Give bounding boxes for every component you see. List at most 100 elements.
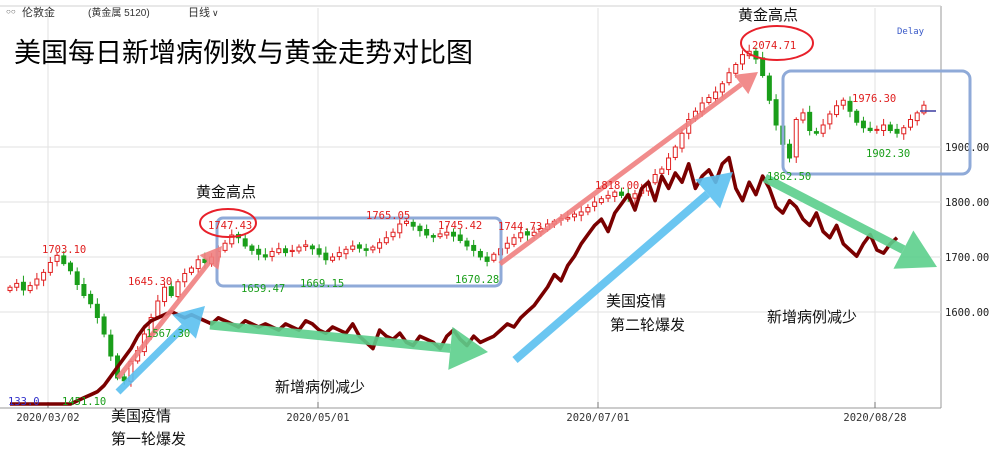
candle-body (222, 242, 228, 251)
candle-body (256, 248, 262, 255)
callout-text: 第二轮爆发 (610, 316, 685, 334)
candle-body (303, 244, 309, 248)
candle-body (390, 231, 396, 238)
callout-text: 黄金高点 (738, 7, 798, 24)
data-label: 133.0 (8, 396, 40, 408)
candle-body (787, 143, 793, 159)
data-label: 1976.30 (852, 93, 896, 105)
trend-arrow (115, 324, 187, 395)
candle-body (54, 254, 60, 262)
candle-body (262, 254, 268, 258)
candle-body (430, 235, 436, 238)
candle-body (101, 316, 107, 335)
candle-body (632, 193, 638, 199)
candle-body (713, 91, 719, 100)
candle-body (827, 113, 833, 125)
candle-body (424, 229, 430, 236)
candle-body (800, 112, 806, 121)
candle-body (914, 112, 920, 122)
x-tick-label: 2020/08/28 (843, 412, 906, 424)
candle-body (867, 127, 873, 132)
y-tick-label: 1900.00 (945, 142, 989, 154)
highlight-circle (199, 208, 257, 238)
callout-text: 美国疫情 (111, 408, 171, 425)
candle-body (323, 252, 329, 261)
candle-body (27, 285, 33, 292)
candle-body (276, 248, 282, 254)
chevron-down-icon[interactable]: ∨ (212, 8, 219, 18)
candle-body (834, 105, 840, 116)
candle-body (356, 244, 362, 249)
candle-body (182, 273, 188, 283)
candle-body (578, 211, 584, 216)
x-tick-label: 2020/07/01 (566, 412, 629, 424)
candle-body (94, 303, 100, 318)
trend-arrow (512, 190, 711, 364)
data-label: 1818.00 (595, 180, 639, 192)
candle-body (7, 286, 13, 292)
y-axis: 1600.00 1700.00 1800.00 1900.00 (945, 142, 989, 319)
candle-body (20, 281, 26, 291)
candle-body (316, 248, 322, 255)
candle-body (894, 128, 900, 134)
candle-body (168, 286, 174, 297)
trend-arrow (498, 82, 743, 267)
data-label: 1745.42 (438, 220, 482, 232)
data-label: 1747.43 (208, 220, 252, 232)
y-tick-label: 1800.00 (945, 197, 989, 209)
trend-arrows (115, 72, 937, 395)
data-label: 1765.05 (366, 210, 410, 222)
candle-body (403, 220, 409, 224)
candle-body (464, 240, 470, 247)
product-label[interactable]: (黄金属 5120) (88, 6, 150, 19)
candle-body (343, 248, 349, 255)
data-label: 1659.47 (241, 283, 285, 295)
candle-body (887, 124, 893, 131)
candle-body (766, 75, 772, 101)
callout-text: 新增病例减少 (275, 379, 365, 396)
candle-body (672, 146, 678, 158)
data-label: 1669.15 (300, 278, 344, 290)
candle-body (760, 57, 766, 77)
candle-body (397, 223, 403, 234)
candle-body (229, 234, 235, 245)
callout-text: 美国疫情 (606, 293, 666, 310)
candle-body (283, 248, 289, 254)
candle-body (585, 207, 591, 213)
candle-body (477, 251, 483, 258)
candle-body (813, 131, 819, 134)
candle-body (659, 168, 665, 174)
candle-body (67, 262, 73, 272)
candle-body (377, 242, 383, 249)
candle-body (612, 191, 618, 198)
candle-body (269, 251, 275, 257)
data-labels: 1703.10 1645.30 1567.30 1451.10 1747.43 1659.… (8, 40, 910, 408)
candle-body (820, 124, 826, 134)
candle-body (605, 194, 611, 199)
candle-body (840, 99, 846, 106)
candle-body (652, 174, 658, 184)
candle-body (14, 282, 20, 288)
highlight-circle (740, 25, 814, 61)
candle-body (524, 231, 530, 236)
data-label: 1902.30 (866, 148, 910, 160)
candle-body (666, 157, 672, 171)
candle-body (874, 128, 880, 131)
candle-body (565, 216, 571, 220)
candle-body (437, 233, 443, 238)
y-tick-label: 1600.00 (945, 307, 989, 319)
candle-body (598, 198, 604, 204)
instrument-label[interactable]: 伦敦金 (22, 5, 55, 19)
candle-body (162, 286, 168, 303)
candle-body (175, 281, 181, 298)
trend-arrowhead (199, 246, 222, 270)
candle-body (242, 238, 248, 247)
candle-body (571, 213, 577, 218)
period-label[interactable]: 日线 (188, 5, 210, 19)
candle-body (249, 245, 255, 251)
candle-body (592, 201, 598, 207)
candle-body (41, 271, 47, 281)
x-tick-label: 2020/05/01 (286, 412, 349, 424)
candle-body (793, 119, 799, 158)
